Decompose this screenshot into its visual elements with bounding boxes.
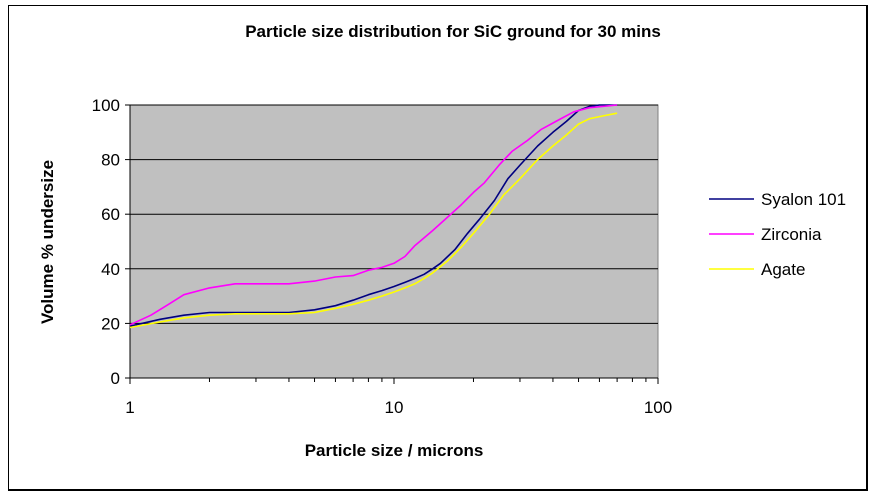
legend-label: Zirconia [761, 225, 822, 244]
chart-frame: Particle size distribution for SiC groun… [8, 5, 868, 491]
legend: Syalon 101 Zirconia Agate [709, 190, 846, 279]
y-tick-label: 60 [101, 205, 120, 224]
grid [130, 104, 658, 324]
x-tick-label: 10 [385, 398, 404, 417]
series-line [129, 112, 618, 329]
y-tick-label: 100 [92, 96, 120, 115]
x-tick-label: 100 [644, 398, 672, 417]
y-axis-label: Volume % undersize [38, 160, 57, 324]
y-tick-label: 20 [101, 314, 120, 333]
x-axis-label: Particle size / microns [305, 441, 484, 460]
y-tick-labels: 0 20 40 60 80 100 [92, 96, 120, 388]
chart: Particle size distribution for SiC groun… [38, 22, 846, 460]
chart-title: Particle size distribution for SiC groun… [245, 22, 661, 41]
x-tick-labels: 1 10 100 [125, 398, 672, 417]
y-tick-label: 80 [101, 151, 120, 170]
legend-label: Agate [761, 260, 805, 279]
plot-area [129, 104, 659, 379]
x-tick-label: 1 [125, 398, 134, 417]
legend-label: Syalon 101 [761, 190, 846, 209]
axes [125, 104, 659, 384]
series-line [129, 104, 618, 326]
series-lines [129, 104, 618, 329]
series-line [129, 104, 618, 327]
y-tick-label: 40 [101, 260, 120, 279]
y-tick-label: 0 [111, 369, 120, 388]
